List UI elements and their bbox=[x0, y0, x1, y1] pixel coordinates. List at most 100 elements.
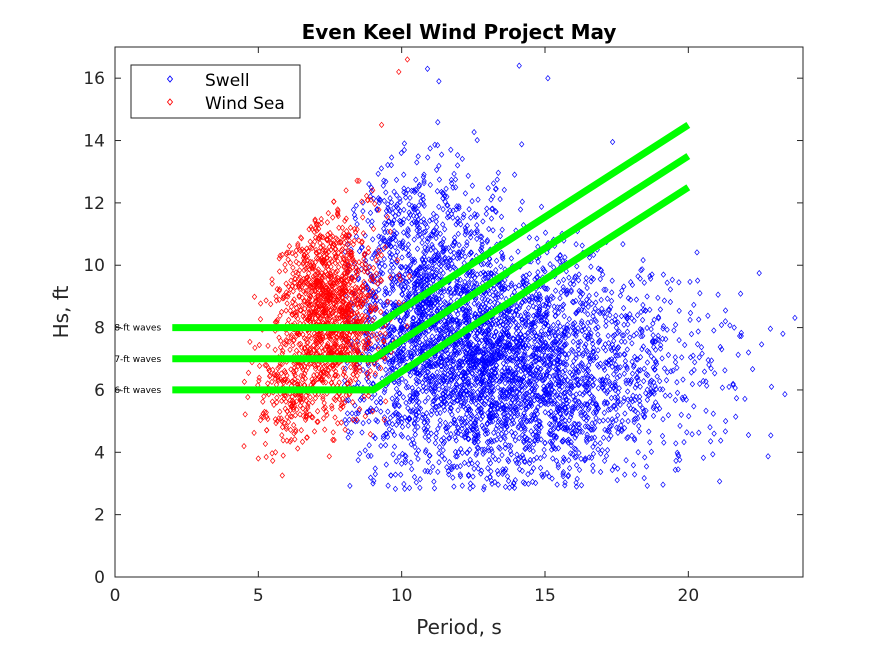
swell-point bbox=[500, 360, 507, 367]
swell-point bbox=[392, 403, 398, 410]
swell-point bbox=[578, 409, 584, 416]
swell-point bbox=[499, 393, 505, 401]
swell-point bbox=[575, 307, 581, 315]
swell-point bbox=[369, 218, 375, 225]
swell-point bbox=[516, 282, 522, 289]
swell-point bbox=[451, 399, 457, 406]
swell-point bbox=[475, 429, 481, 436]
swell-point bbox=[423, 388, 429, 395]
swell-point bbox=[384, 289, 390, 296]
swell-point bbox=[428, 378, 434, 385]
swell-point bbox=[621, 321, 627, 328]
swell-point bbox=[541, 311, 547, 319]
swell-point bbox=[603, 322, 609, 329]
swell-point bbox=[466, 383, 473, 390]
swell-point bbox=[440, 394, 447, 401]
swell-point bbox=[559, 302, 566, 309]
swell-point bbox=[661, 297, 668, 304]
swell-point bbox=[393, 237, 399, 244]
wind-sea-point bbox=[321, 293, 327, 300]
swell-point bbox=[555, 379, 562, 386]
swell-point bbox=[391, 443, 398, 450]
swell-point bbox=[550, 294, 556, 301]
swell-point bbox=[488, 196, 494, 203]
swell-point bbox=[451, 416, 457, 423]
swell-point bbox=[477, 306, 483, 313]
swell-point bbox=[503, 416, 509, 423]
swell-point bbox=[397, 195, 403, 203]
swell-point bbox=[445, 356, 451, 363]
swell-point bbox=[380, 270, 386, 277]
swell-point bbox=[383, 308, 390, 315]
swell-point bbox=[583, 387, 589, 394]
swell-point bbox=[526, 367, 533, 374]
swell-point bbox=[434, 213, 440, 220]
swell-point bbox=[444, 464, 450, 471]
swell-point bbox=[694, 249, 700, 256]
swell-point bbox=[387, 414, 394, 421]
swell-point bbox=[470, 272, 476, 279]
swell-point bbox=[618, 338, 625, 345]
swell-point bbox=[526, 296, 532, 303]
swell-point bbox=[573, 462, 580, 469]
swell-point bbox=[414, 159, 420, 166]
swell-point bbox=[516, 434, 522, 442]
swell-point bbox=[411, 236, 417, 243]
wind-sea-point bbox=[288, 303, 295, 310]
swell-point bbox=[411, 349, 417, 356]
swell-point bbox=[471, 465, 477, 472]
swell-point bbox=[691, 301, 697, 309]
swell-point bbox=[529, 391, 536, 398]
swell-point bbox=[380, 435, 387, 442]
swell-point bbox=[535, 404, 541, 411]
swell-point bbox=[552, 445, 559, 453]
swell-point bbox=[548, 421, 555, 429]
swell-point bbox=[385, 201, 391, 208]
swell-point bbox=[621, 370, 627, 377]
swell-point bbox=[646, 428, 652, 435]
wind-sea-point bbox=[313, 220, 320, 227]
swell-point bbox=[402, 452, 408, 459]
swell-point bbox=[498, 263, 504, 270]
swell-point bbox=[502, 435, 508, 442]
swell-point bbox=[612, 382, 619, 390]
swell-point bbox=[501, 433, 507, 441]
swell-point bbox=[710, 451, 716, 458]
swell-point bbox=[497, 195, 503, 203]
swell-point bbox=[505, 337, 512, 344]
swell-point bbox=[432, 384, 439, 392]
swell-point bbox=[613, 312, 619, 319]
swell-point bbox=[497, 232, 503, 240]
swell-point bbox=[660, 323, 667, 330]
wind-sea-point bbox=[333, 252, 339, 260]
swell-point bbox=[528, 417, 535, 424]
swell-point bbox=[400, 219, 406, 227]
swell-point bbox=[400, 277, 406, 284]
swell-point bbox=[428, 304, 435, 311]
swell-point bbox=[514, 389, 520, 396]
swell-point bbox=[387, 235, 393, 243]
swell-point bbox=[393, 409, 399, 416]
swell-point bbox=[599, 447, 605, 454]
swell-point bbox=[585, 406, 592, 413]
swell-point bbox=[435, 250, 442, 258]
swell-point bbox=[423, 281, 429, 288]
swell-point bbox=[471, 436, 477, 444]
swell-point bbox=[575, 277, 582, 284]
swell-point bbox=[542, 409, 548, 416]
swell-point bbox=[665, 412, 672, 419]
wind-sea-point bbox=[297, 340, 304, 348]
swell-point bbox=[455, 219, 461, 226]
swell-point bbox=[441, 398, 447, 406]
swell-point bbox=[652, 338, 658, 345]
swell-point bbox=[420, 192, 426, 200]
swell-point bbox=[511, 171, 518, 178]
swell-point bbox=[476, 406, 482, 413]
swell-point bbox=[447, 408, 453, 415]
swell-point bbox=[443, 385, 449, 392]
swell-point bbox=[359, 243, 365, 251]
swell-point bbox=[355, 276, 361, 283]
swell-point bbox=[489, 353, 495, 361]
swell-point bbox=[406, 251, 413, 258]
swell-point bbox=[417, 476, 423, 483]
